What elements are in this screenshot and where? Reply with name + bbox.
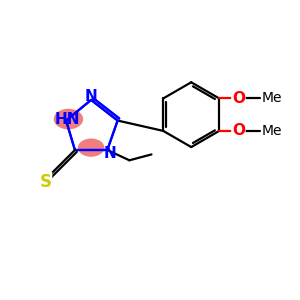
Text: Me: Me: [262, 124, 283, 138]
Text: Me: Me: [262, 92, 283, 106]
Text: N: N: [104, 146, 117, 161]
Ellipse shape: [78, 139, 104, 157]
Text: HN: HN: [55, 112, 80, 127]
Text: O: O: [232, 91, 245, 106]
Text: N: N: [85, 89, 98, 104]
Ellipse shape: [54, 109, 83, 129]
Text: S: S: [40, 172, 52, 190]
Text: O: O: [232, 123, 245, 138]
